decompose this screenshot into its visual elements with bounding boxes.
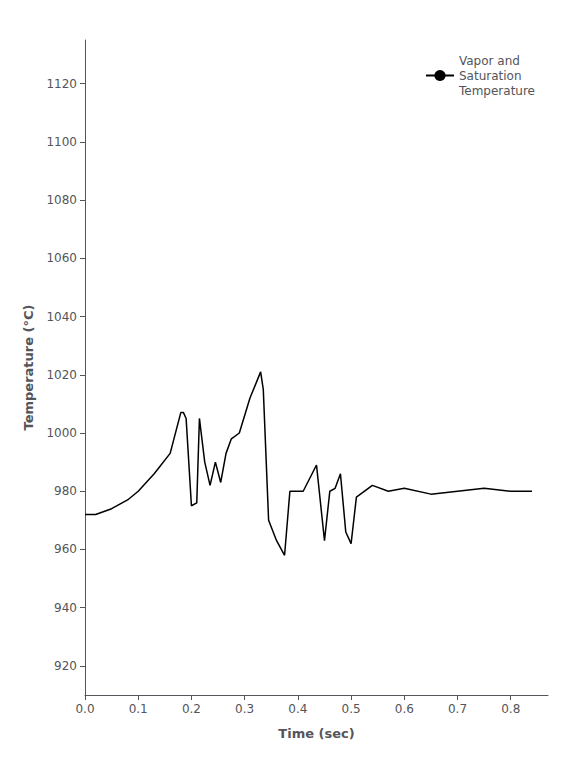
svg-text:0.6: 0.6 [395, 702, 414, 716]
svg-text:1040: 1040 [46, 310, 77, 324]
svg-text:1120: 1120 [46, 77, 77, 91]
svg-text:0.7: 0.7 [448, 702, 467, 716]
svg-text:920: 920 [54, 659, 77, 673]
svg-text:Temperature (°C): Temperature (°C) [21, 305, 36, 431]
svg-text:960: 960 [54, 542, 77, 556]
svg-text:940: 940 [54, 601, 77, 615]
svg-text:0.2: 0.2 [182, 702, 201, 716]
svg-text:1080: 1080 [46, 193, 77, 207]
svg-text:0.3: 0.3 [235, 702, 254, 716]
svg-text:Time (sec): Time (sec) [278, 726, 354, 741]
svg-text:Saturation: Saturation [459, 69, 522, 83]
svg-text:0.8: 0.8 [501, 702, 520, 716]
svg-text:Temperature: Temperature [458, 84, 535, 98]
svg-text:1100: 1100 [46, 135, 77, 149]
svg-text:1020: 1020 [46, 368, 77, 382]
svg-text:980: 980 [54, 484, 77, 498]
svg-text:0.5: 0.5 [342, 702, 361, 716]
svg-text:0.4: 0.4 [288, 702, 307, 716]
svg-text:Vapor and: Vapor and [459, 54, 520, 68]
svg-text:0.0: 0.0 [75, 702, 94, 716]
svg-text:1000: 1000 [46, 426, 77, 440]
svg-text:0.1: 0.1 [129, 702, 148, 716]
svg-text:1060: 1060 [46, 251, 77, 265]
